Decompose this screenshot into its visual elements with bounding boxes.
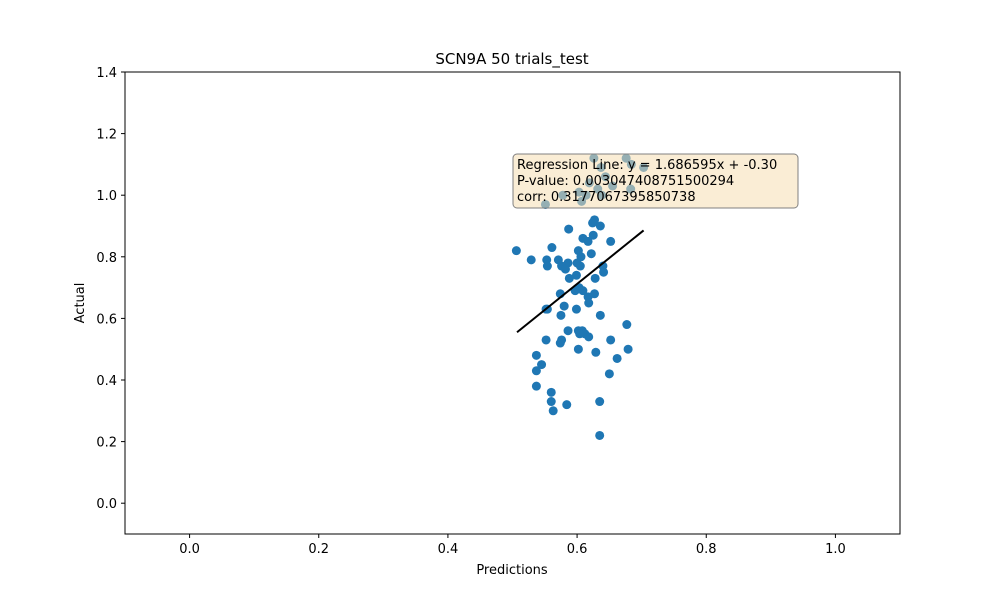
data-point: [599, 267, 609, 277]
data-point: [571, 304, 581, 314]
data-point: [595, 430, 605, 440]
data-point: [547, 243, 557, 253]
annotation-line-2: P-value: 0.003047408751500294: [517, 174, 734, 189]
regression-layer: [516, 229, 645, 334]
data-point: [604, 369, 614, 379]
x-axis: 0.0 0.2 0.4 0.6 0.8 1.0: [179, 534, 846, 557]
data-point: [595, 221, 605, 231]
data-point: [606, 335, 616, 345]
annotation-line-3: corr: 0.3177067395850738: [517, 190, 696, 205]
data-point: [531, 381, 541, 391]
data-point: [612, 353, 622, 363]
data-point: [541, 335, 551, 345]
data-point: [590, 273, 600, 283]
y-tick-label: 0.4: [96, 374, 117, 389]
y-tick-label: 1.2: [96, 128, 117, 143]
data-point: [606, 236, 616, 246]
x-tick-label: 0.4: [438, 542, 459, 557]
data-point: [578, 286, 588, 296]
data-point: [563, 326, 573, 336]
x-tick-label: 0.2: [308, 542, 329, 557]
data-point: [595, 310, 605, 320]
data-point: [622, 320, 632, 330]
y-tick-label: 1.0: [96, 189, 117, 204]
data-point: [537, 360, 547, 370]
x-tick-label: 0.8: [696, 542, 717, 557]
annotation-line-1: Regression Line: y = 1.686595x + -0.30: [517, 158, 777, 173]
x-tick-label: 0.6: [567, 542, 588, 557]
x-tick-label: 0.0: [179, 542, 200, 557]
plot-frame: [124, 71, 901, 535]
data-point: [564, 224, 574, 234]
y-tick-label: 0.0: [96, 497, 117, 512]
data-point: [560, 264, 570, 274]
y-tick-label: 0.8: [96, 251, 117, 266]
regression-annotation: Regression Line: y = 1.686595x + -0.30 P…: [512, 153, 799, 209]
x-tick-label: 1.0: [825, 542, 846, 557]
data-point: [564, 273, 574, 283]
y-axis: 0.0 0.2 0.4 0.6 0.8 1.0 1.2 1.4: [96, 66, 125, 512]
y-tick-label: 0.6: [96, 312, 117, 327]
y-tick-label: 1.4: [96, 66, 117, 81]
data-point: [555, 338, 565, 348]
data-point: [559, 301, 569, 311]
data-point: [583, 236, 593, 246]
chart-title: SCN9A 50 trials_test: [435, 50, 588, 69]
data-point: [584, 298, 594, 308]
annotation-box: [512, 153, 799, 209]
data-point: [575, 261, 585, 271]
y-axis-label: Actual: [73, 283, 88, 324]
data-point: [575, 329, 585, 339]
data-point: [546, 387, 556, 397]
data-point: [542, 261, 552, 271]
data-point: [573, 344, 583, 354]
regression-line: [516, 229, 645, 334]
data-point: [556, 310, 566, 320]
plot-area: [124, 71, 901, 535]
data-point: [571, 270, 581, 280]
data-point: [584, 332, 594, 342]
data-point: [586, 249, 596, 259]
data-point: [526, 255, 536, 265]
data-point: [562, 400, 572, 410]
data-point: [591, 347, 601, 357]
data-point: [548, 406, 558, 416]
data-point: [588, 230, 598, 240]
data-point: [546, 397, 556, 407]
x-axis-label: Predictions: [476, 563, 548, 578]
data-point: [531, 366, 541, 376]
y-tick-label: 0.2: [96, 436, 117, 451]
data-point: [531, 350, 541, 360]
data-point: [623, 344, 633, 354]
data-point: [511, 246, 521, 256]
data-point: [595, 397, 605, 407]
data-point: [588, 218, 598, 228]
